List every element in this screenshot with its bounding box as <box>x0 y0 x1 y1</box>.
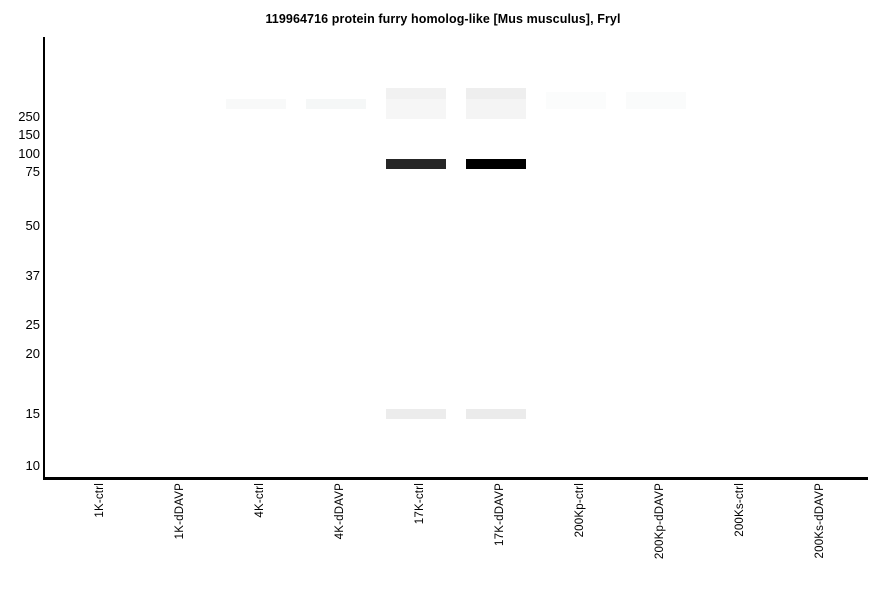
blot-band-200kp-ctrl-300kda <box>546 92 606 109</box>
blot-band-17k-ctrl-15kda <box>386 409 446 419</box>
x-lane-label-4k-ddavp: 4K-dDAVP <box>334 483 346 540</box>
y-tick-label-75kda: 75 <box>25 164 40 179</box>
x-axis-line <box>43 477 868 480</box>
blot-band-200kp-ddavp-300kda <box>626 92 686 109</box>
x-lane-label-1k-ddavp: 1K-dDAVP <box>174 483 186 540</box>
y-tick-label-50kda: 50 <box>25 218 40 233</box>
x-lane-label-17k-ddavp: 17K-dDAVP <box>494 483 506 546</box>
blot-band-17k-ddavp-85kda <box>466 159 526 169</box>
blot-band-17k-ddavp-15kda <box>466 409 526 419</box>
y-tick-label-15kda: 15 <box>25 406 40 421</box>
blot-band-4k-ctrl-300kda <box>226 99 286 109</box>
blot-band-4k-ddavp-300kda <box>306 99 366 109</box>
x-lane-label-200ks-ctrl: 200Ks-ctrl <box>734 483 746 537</box>
x-lane-label-200kp-ctrl: 200Kp-ctrl <box>574 483 586 538</box>
y-tick-label-150kda: 150 <box>18 127 40 142</box>
x-lane-label-4k-ctrl: 4K-ctrl <box>254 483 266 518</box>
y-tick-label-25kda: 25 <box>25 317 40 332</box>
blot-band-17k-ctrl-290kda <box>386 99 446 119</box>
chart-title: 119964716 protein furry homolog-like [Mu… <box>265 12 621 26</box>
y-tick-label-20kda: 20 <box>25 346 40 361</box>
y-tick-label-37kda: 37 <box>25 268 40 283</box>
y-tick-label-100kda: 100 <box>18 146 40 161</box>
x-lane-label-200ks-ddavp: 200Ks-dDAVP <box>814 483 826 559</box>
blot-band-17k-ddavp-290kda <box>466 99 526 119</box>
blot-band-17k-ctrl-320kda <box>386 88 446 99</box>
x-lane-label-1k-ctrl: 1K-ctrl <box>94 483 106 518</box>
y-tick-label-250kda: 250 <box>18 109 40 124</box>
x-lane-label-17k-ctrl: 17K-ctrl <box>414 483 426 525</box>
x-lane-label-200kp-ddavp: 200Kp-dDAVP <box>654 483 666 560</box>
blot-band-17k-ctrl-85kda <box>386 159 446 169</box>
y-tick-label-10kda: 10 <box>25 458 40 473</box>
blot-band-17k-ddavp-320kda <box>466 88 526 99</box>
y-axis-line <box>43 37 45 480</box>
